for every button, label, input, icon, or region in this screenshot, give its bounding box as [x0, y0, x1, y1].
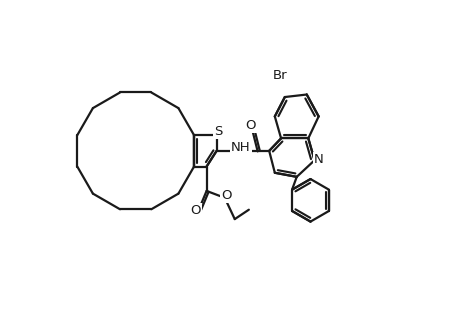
Text: O: O	[221, 189, 232, 202]
Text: S: S	[214, 125, 223, 138]
Text: NH: NH	[231, 141, 251, 154]
Text: N: N	[314, 153, 324, 166]
Text: O: O	[245, 119, 255, 132]
Text: O: O	[191, 204, 201, 217]
Text: Br: Br	[273, 69, 288, 82]
